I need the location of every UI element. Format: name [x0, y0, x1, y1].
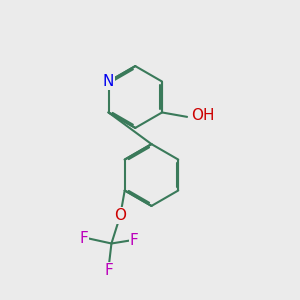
Text: N: N: [103, 74, 114, 89]
Text: F: F: [130, 233, 139, 248]
Text: OH: OH: [190, 108, 214, 123]
Text: F: F: [104, 263, 113, 278]
Text: O: O: [114, 208, 126, 223]
Text: F: F: [80, 231, 88, 246]
